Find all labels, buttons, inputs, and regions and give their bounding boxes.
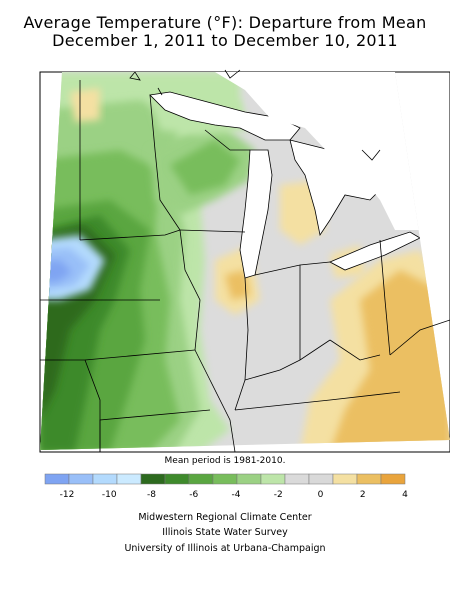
anomaly-region-wi-mid [170, 140, 240, 195]
northern-islands [129, 69, 381, 161]
mean-period-note: Mean period is 1981-2010. [164, 456, 286, 466]
il-mo-river [194, 349, 236, 453]
legend-swatch [332, 473, 358, 485]
canada-white [215, 72, 450, 230]
legend-swatch [356, 473, 382, 485]
legend-tick-labels: -12 -10 -8 -6 -4 -2 0 2 4 [60, 490, 408, 500]
anomaly-region-in-warm-core [225, 270, 250, 300]
wi-il-border [179, 229, 246, 233]
wv-va-border [389, 319, 450, 356]
il-in-border [234, 277, 249, 411]
anomaly-region-mn-warm [70, 88, 100, 122]
legend-swatch [68, 473, 94, 485]
legend-swatch [116, 473, 142, 485]
legend-swatch [140, 473, 166, 485]
legend-tick-label: 2 [360, 490, 366, 500]
anomaly-region-east-warm [330, 270, 450, 450]
legend-tick-label: 4 [402, 490, 408, 500]
map-title-line-2: December 1, 2011 to December 10, 2011 [52, 31, 398, 50]
credit-line-2: Illinois State Water Survey [162, 527, 288, 538]
state-boundaries [40, 80, 450, 453]
legend-tick-label: -8 [147, 490, 156, 500]
legend-swatch [284, 473, 310, 485]
ia-mo-border [84, 349, 196, 361]
legend-swatch [380, 473, 406, 485]
legend-swatch [164, 473, 190, 485]
legend-swatches [44, 473, 406, 485]
legend-swatch [92, 473, 118, 485]
legend-tick-label: -12 [60, 490, 75, 500]
credit-line-3: University of Illinois at Urbana-Champai… [124, 543, 326, 554]
legend-tick-label: -4 [232, 490, 241, 500]
in-ky-border [244, 339, 331, 381]
legend-tick-label: -2 [274, 490, 283, 500]
legend-tick-label: -10 [102, 490, 117, 500]
pa-oh-border [379, 239, 391, 356]
legend-swatch [308, 473, 334, 485]
legend-swatch [44, 473, 70, 485]
wi-mi-border [204, 129, 250, 151]
oh-ky-border [329, 339, 381, 361]
legend-swatch [236, 473, 262, 485]
mn-sd-border [79, 229, 181, 241]
map-title-line-1: Average Temperature (°F): Departure from… [23, 13, 427, 32]
mn-wi-border [149, 94, 181, 231]
legend-swatch [260, 473, 286, 485]
legend-swatch [188, 473, 214, 485]
ky-tn-border [234, 391, 401, 411]
legend-tick-label: -6 [189, 490, 198, 500]
ia-il-border [179, 229, 201, 351]
map-fill-layers [40, 72, 450, 450]
credit-line-1: Midwestern Regional Climate Center [138, 512, 312, 523]
mi-oh-in-border [254, 261, 331, 276]
legend-tick-label: 0 [318, 490, 324, 500]
mo-ar-border [99, 409, 211, 452]
legend-swatch [212, 473, 238, 485]
